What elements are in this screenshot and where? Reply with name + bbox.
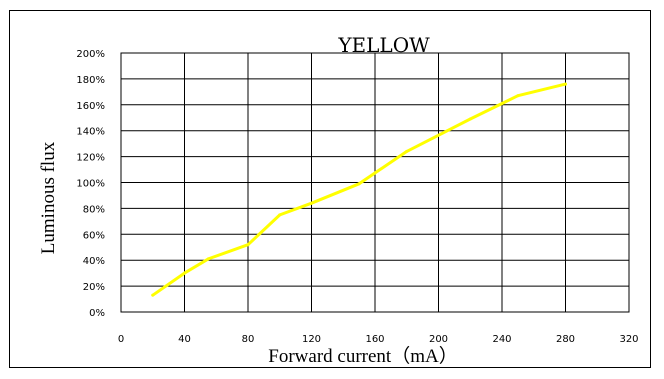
x-tick-label: 160 [365, 334, 384, 345]
data-point [278, 213, 282, 217]
y-tick-label: 120% [76, 153, 105, 164]
x-tick-label: 80 [242, 334, 255, 345]
y-tick-label: 100% [76, 179, 105, 190]
data-point [246, 243, 250, 247]
y-tick-label: 80% [83, 204, 105, 215]
x-tick-label: 200 [429, 334, 448, 345]
x-tick-label: 120 [302, 334, 321, 345]
y-tick-label: 40% [83, 256, 105, 267]
y-tick-label: 20% [83, 282, 105, 293]
x-tick-label: 320 [619, 334, 638, 345]
data-point [405, 149, 409, 153]
y-tick-label: 160% [76, 101, 105, 112]
series-line-0 [151, 82, 567, 297]
data-point [357, 182, 361, 186]
y-tick-label: 140% [76, 127, 105, 138]
data-point [564, 82, 567, 86]
x-tick-label: 0 [118, 334, 124, 345]
x-tick-label: 280 [556, 334, 575, 345]
y-tick-label: 180% [76, 75, 105, 86]
y-tick-label: 60% [83, 230, 105, 241]
data-point [468, 117, 472, 121]
y-axis-label: Luminous flux [38, 141, 59, 254]
data-point [151, 293, 155, 297]
data-point [206, 257, 210, 261]
x-tick-label: 240 [492, 334, 511, 345]
x-axis-label: Forward current（mA） [268, 345, 457, 367]
y-tick-label: 200% [76, 49, 105, 60]
y-tick-label: 0% [89, 308, 105, 319]
data-point [500, 102, 504, 106]
chart-frame: YELLOW Luminous flux Forward current（mA）… [9, 10, 651, 368]
line-chart: YELLOW Luminous flux Forward current（mA）… [38, 33, 639, 367]
data-point [183, 271, 186, 275]
x-tick-label: 40 [178, 334, 191, 345]
data-point [310, 201, 313, 205]
data-point [516, 94, 520, 98]
